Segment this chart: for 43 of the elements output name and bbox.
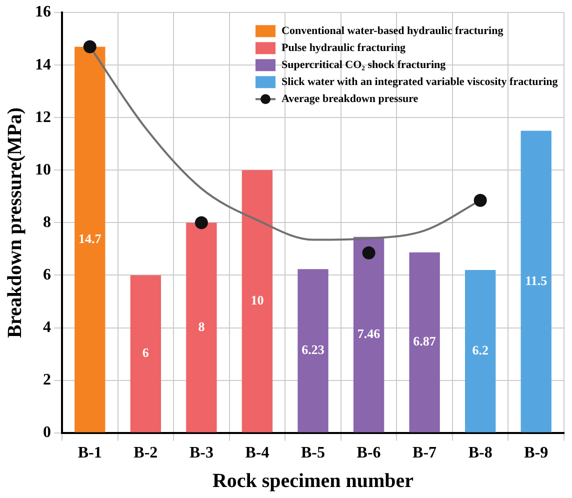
x-tick-label: B-9 (524, 444, 548, 462)
x-tick-label: B-1 (78, 444, 102, 462)
y-tick-label: 14 (35, 56, 51, 74)
legend-label: Conventional water-based hydraulic fracturing (282, 24, 504, 37)
data-label: 6 (142, 345, 150, 360)
y-tick-label: 16 (35, 4, 51, 21)
legend-label: Pulse hydraulic fracturing (282, 42, 406, 54)
data-label: 6.2 (472, 342, 488, 358)
y-tick-label: 2 (43, 371, 51, 388)
bar (74, 46, 106, 432)
bar (464, 270, 496, 432)
x-tick-label: B-5 (301, 444, 325, 462)
bar (130, 275, 162, 432)
y-tick-label: 12 (35, 108, 51, 126)
y-tick-label: 10 (35, 161, 51, 178)
bar (186, 222, 217, 432)
data-label: 6.87 (413, 334, 436, 349)
data-label: 6.23 (302, 342, 325, 358)
data-label: 14.7 (78, 230, 102, 246)
y-tick-label: 6 (43, 266, 51, 284)
data-label: 11.5 (525, 272, 548, 288)
bar (242, 170, 273, 432)
data-label: 10 (250, 292, 264, 308)
x-axis-title: Rock specimen number (212, 470, 414, 492)
data-label: 7.46 (357, 326, 381, 341)
x-tick-label: B-8 (468, 444, 492, 462)
y-axis-title: Breakdown pressure(MPa) (4, 107, 26, 338)
x-tick-label: B-7 (412, 444, 437, 462)
x-tick-label: B-4 (245, 444, 270, 462)
x-tick-label: B-3 (189, 444, 214, 462)
bar (520, 130, 552, 432)
y-tick-label: 4 (43, 318, 51, 336)
bar (353, 236, 384, 432)
y-tick-label: 8 (43, 214, 51, 231)
legend-label: Slick water with an integrated variable viscosity fracturing (282, 76, 558, 88)
bar (409, 252, 440, 432)
y-tick-label: 0 (43, 424, 51, 441)
legend-label: Supercritical CO₂ shock fracturing (282, 58, 446, 71)
bar (298, 269, 328, 432)
x-tick-label: B-2 (134, 444, 158, 462)
legend-label: Average breakdown pressure (282, 92, 418, 105)
data-label: 8 (198, 318, 206, 334)
x-tick-label: B-6 (356, 444, 381, 462)
